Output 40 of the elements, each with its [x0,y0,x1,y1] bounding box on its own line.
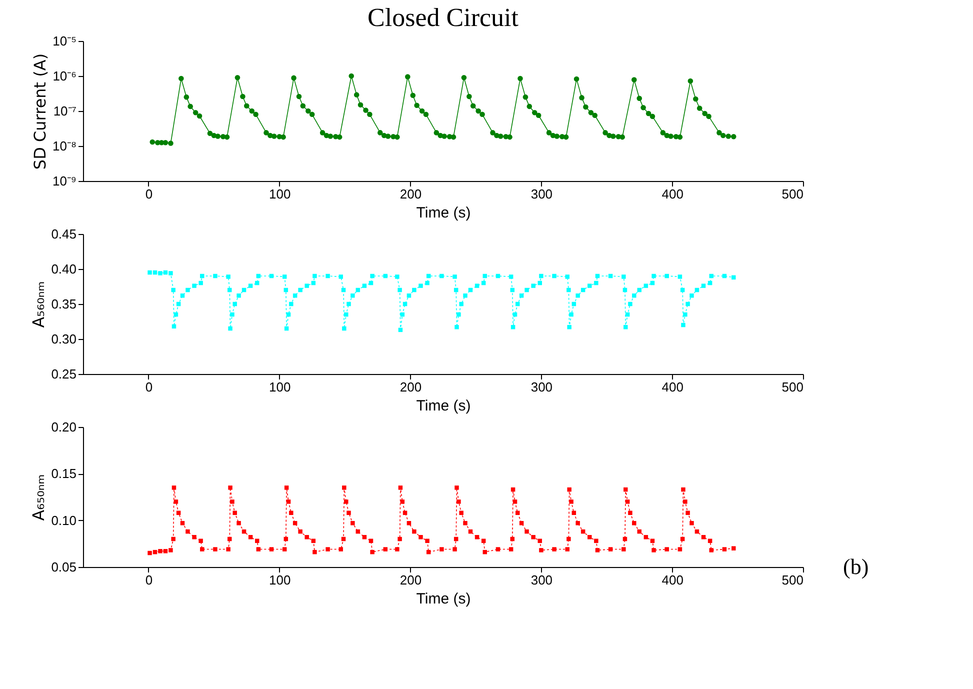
y-tick-label: 0.25 [51,366,76,382]
y-tick-label: 0.05 [51,560,76,574]
x-axis-title: Time (s) [416,204,471,222]
x-tick-label: 300 [530,380,553,394]
x-tick-label: 200 [400,572,422,588]
x-tick-label: 300 [530,572,553,588]
y-tick-label: 0.40 [51,262,76,276]
x-tick-label: 500 [782,186,804,202]
x-tick-label: 500 [782,572,804,588]
y-tick-label: 10⁻⁵ [52,34,76,48]
y-tick-label: 10⁻⁸ [52,138,76,154]
y-tick-label: 0.35 [51,296,76,312]
x-tick-label: 200 [400,186,422,202]
x-axis-title: Time (s) [416,590,471,608]
x-axis-title: Time (s) [416,398,471,414]
x-tick-label: 100 [269,380,291,394]
y-tick-label: 0.20 [51,420,76,434]
y-tick-label: 0.30 [51,332,76,346]
x-tick-label: 0 [145,186,153,202]
y-axis-title: SD Current (A) [30,53,50,170]
text: (b) [843,554,869,579]
x-tick-label: 500 [782,380,804,394]
y-tick-label: 0.15 [51,466,76,482]
chart-title: Closed Circuit [368,3,520,32]
x-tick-label: 0 [145,380,153,394]
x-tick-label: 400 [662,186,684,202]
y-tick-label: 10⁻⁹ [52,174,76,188]
x-tick-label: 100 [269,572,291,588]
y-tick-label: 0.10 [51,512,76,528]
y-tick-label: 10⁻⁶ [52,68,76,84]
y-axis-title: A₆₅₀ₙₘ [29,474,48,521]
x-tick-label: 300 [530,186,553,202]
x-tick-label: 100 [269,186,291,202]
x-tick-label: 400 [662,572,684,588]
y-axis-title: A₅₆₀ₙₘ [29,281,48,328]
x-tick-label: 400 [662,380,684,394]
y-tick-label: 0.45 [51,226,76,242]
x-tick-label: 200 [400,380,422,394]
y-tick-label: 10⁻⁷ [53,104,77,118]
x-tick-label: 0 [145,572,153,588]
